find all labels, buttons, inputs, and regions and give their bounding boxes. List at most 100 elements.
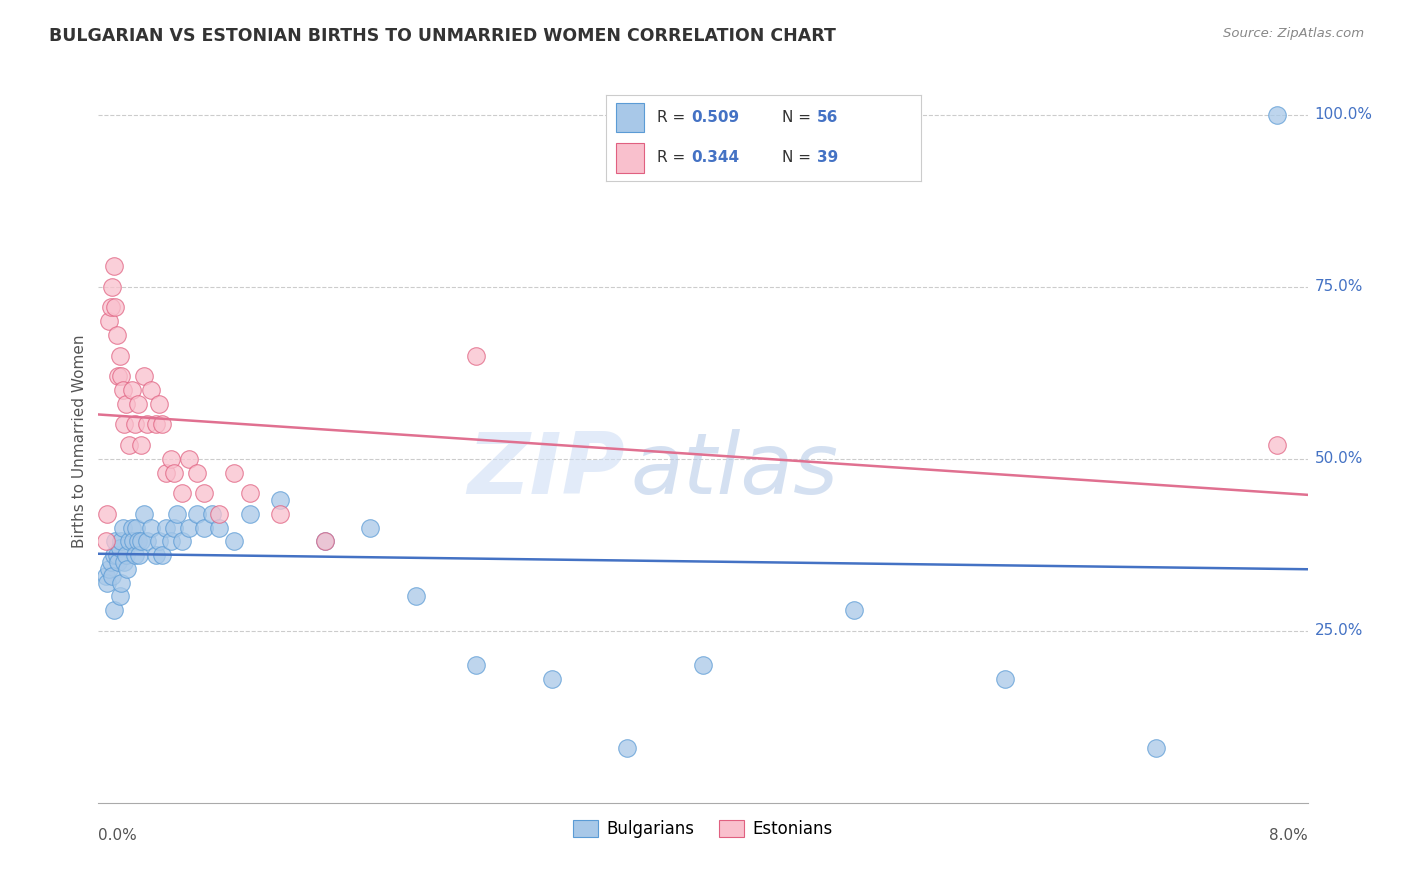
Point [94, 534, 117, 549]
Point [145, 548, 167, 562]
Point [105, 548, 128, 562]
Point [160, 534, 183, 549]
Point [103, 603, 125, 617]
Point [405, 590, 427, 604]
Point [118, 534, 141, 549]
Point [994, 672, 1017, 686]
Point [141, 520, 163, 534]
Point [135, 534, 157, 549]
Point [208, 507, 231, 521]
Point [201, 507, 224, 521]
Point [239, 507, 262, 521]
Point [150, 548, 173, 562]
Point [107, 369, 129, 384]
Point [224, 466, 246, 480]
Point [163, 520, 186, 534]
Point [125, 520, 148, 534]
Point [105, 327, 128, 342]
Text: 25.0%: 25.0% [1315, 624, 1362, 639]
Point [124, 417, 146, 432]
Point [1267, 438, 1289, 452]
Text: 0.0%: 0.0% [98, 828, 138, 843]
Point [179, 451, 201, 466]
Point [127, 534, 149, 549]
Point [186, 466, 208, 480]
Point [112, 417, 135, 432]
Point [314, 534, 336, 549]
Point [540, 672, 562, 686]
Point [148, 397, 170, 411]
Text: atlas: atlas [630, 429, 838, 512]
Point [108, 349, 131, 363]
Point [465, 658, 488, 673]
Point [107, 555, 129, 569]
Point [108, 590, 131, 604]
Text: Source: ZipAtlas.com: Source: ZipAtlas.com [1223, 27, 1364, 40]
Point [104, 301, 127, 315]
Point [314, 534, 336, 549]
Point [103, 259, 125, 273]
Text: 50.0%: 50.0% [1315, 451, 1362, 467]
Point [269, 507, 291, 521]
Point [269, 493, 291, 508]
Point [141, 383, 163, 397]
Point [193, 486, 215, 500]
Point [111, 383, 134, 397]
Point [110, 534, 132, 549]
Point [98, 562, 121, 576]
Point [208, 520, 231, 534]
Point [186, 507, 208, 521]
Point [224, 534, 246, 549]
Point [155, 520, 177, 534]
Point [96, 575, 118, 590]
Point [100, 301, 122, 315]
Text: BULGARIAN VS ESTONIAN BIRTHS TO UNMARRIED WOMEN CORRELATION CHART: BULGARIAN VS ESTONIAN BIRTHS TO UNMARRIE… [49, 27, 837, 45]
Point [132, 369, 155, 384]
Point [179, 520, 201, 534]
Point [360, 520, 382, 534]
Point [132, 507, 155, 521]
Text: 8.0%: 8.0% [1268, 828, 1308, 843]
Point [129, 534, 152, 549]
Point [127, 397, 149, 411]
Point [121, 520, 143, 534]
Text: ZIP: ZIP [467, 429, 624, 512]
Point [96, 507, 118, 521]
Point [101, 279, 124, 293]
Point [121, 383, 143, 397]
Point [101, 568, 124, 582]
Text: 75.0%: 75.0% [1315, 279, 1362, 294]
Point [155, 466, 177, 480]
Point [124, 548, 146, 562]
Point [150, 417, 173, 432]
Point [114, 548, 136, 562]
Point [100, 555, 122, 569]
Point [118, 438, 141, 452]
Point [193, 520, 215, 534]
Point [94, 568, 117, 582]
Text: 100.0%: 100.0% [1315, 107, 1372, 122]
Point [170, 534, 193, 549]
Point [148, 534, 170, 549]
Point [135, 417, 157, 432]
Point [111, 520, 134, 534]
Point [110, 369, 132, 384]
Y-axis label: Births to Unmarried Women: Births to Unmarried Women [72, 334, 87, 549]
Point [145, 417, 167, 432]
Point [465, 349, 488, 363]
Point [112, 555, 135, 569]
Point [163, 466, 186, 480]
Point [110, 575, 132, 590]
Point [166, 507, 188, 521]
Point [122, 534, 145, 549]
Point [170, 486, 193, 500]
Point [1267, 108, 1289, 122]
Point [98, 314, 121, 328]
Point [128, 548, 150, 562]
Point [114, 397, 136, 411]
Point [1146, 740, 1168, 755]
Point [129, 438, 152, 452]
Point [692, 658, 714, 673]
Point [108, 541, 131, 556]
Point [844, 603, 866, 617]
